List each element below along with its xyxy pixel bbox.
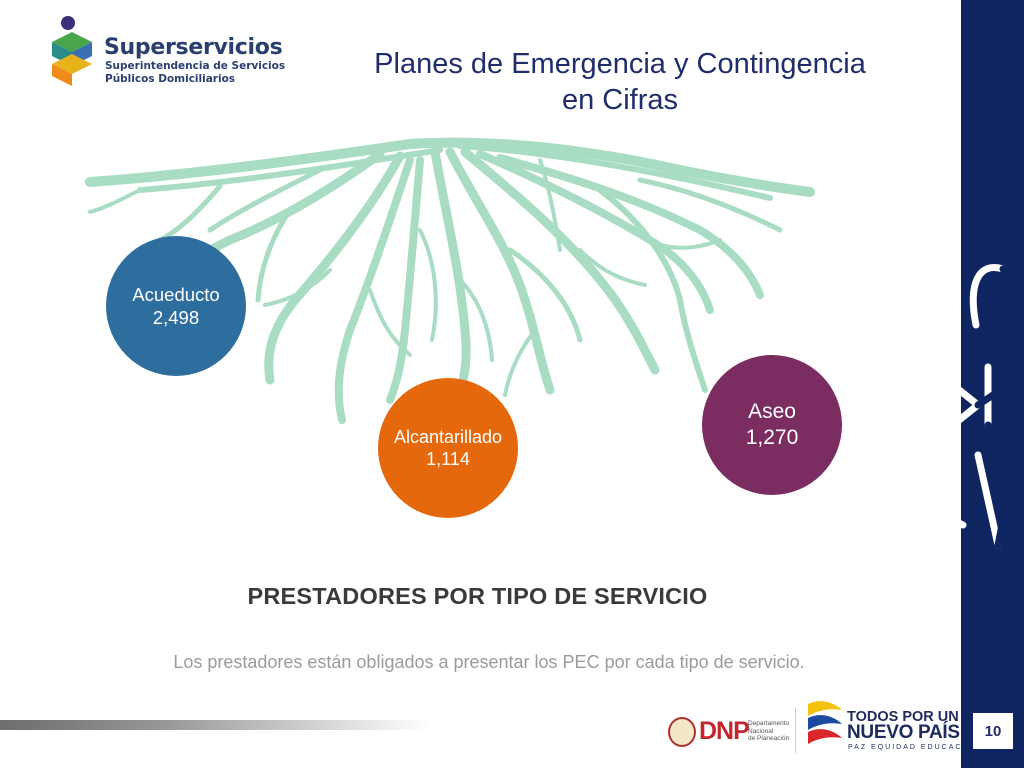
bubble-alcantarillado-value: 1,114	[426, 449, 470, 469]
side-band	[961, 0, 1024, 768]
dnp-sub-2: Nacional	[748, 727, 774, 735]
dnp-sub-3: de Planeación	[748, 735, 790, 742]
colombia-shield-icon	[668, 717, 696, 747]
logo-subtitle-2: Públicos Domiciliarios	[105, 73, 236, 85]
title-line-1: Planes de Emergencia y Contingencia	[374, 48, 866, 80]
bubble-alcantarillado-label: Alcantarillado	[393, 426, 503, 447]
bubble-aseo: Aseo 1,270	[702, 355, 842, 495]
page-number: 10	[973, 713, 1013, 749]
logo-name: Superservicios	[104, 35, 283, 60]
dnp-logo: DNP	[699, 717, 750, 745]
slogan-line-3: PAZ EQUIDAD EDUCACIÓN	[848, 744, 981, 751]
bubble-acueducto: Acueducto 2,498	[106, 236, 246, 376]
decorative-letters-icon	[924, 264, 1008, 549]
slogan-line-2: NUEVO PAÍS	[847, 722, 960, 743]
bubble-alcantarillado: Alcantarillado 1,114	[378, 378, 518, 518]
page-title: Planes de Emergencia y Contingencia en C…	[340, 46, 900, 118]
footer-separator	[795, 708, 796, 753]
bubble-acueducto-value: 2,498	[152, 307, 200, 328]
bubble-aseo-value: 1,270	[745, 426, 799, 449]
colombia-flag-mark-icon	[808, 701, 842, 744]
superservicios-logo-icon	[52, 16, 92, 86]
title-line-2: en Cifras	[561, 84, 679, 116]
section-subtitle: PRESTADORES POR TIPO DE SERVICIO	[247, 583, 708, 609]
bubble-aseo-label: Aseo	[748, 399, 796, 423]
footnote: Los prestadores están obligados a presen…	[173, 652, 805, 672]
slogan-line-1: TODOS POR UN	[847, 709, 959, 725]
divider-line	[0, 720, 430, 730]
dnp-sub-1: Departamento	[748, 720, 790, 727]
superservicios-logo: Superservicios Superintendencia de Servi…	[46, 14, 286, 94]
bubble-acueducto-label: Acueducto	[132, 283, 220, 305]
dnp-subtitle: Departamento Nacional de Planeación	[748, 720, 789, 743]
logo-subtitle-1: Superintendencia de Servicios	[105, 60, 286, 72]
